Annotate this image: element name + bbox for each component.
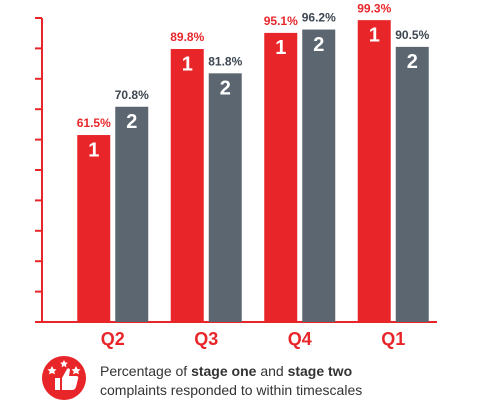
value-label: 90.5% xyxy=(395,28,429,42)
caption-bold: stage one xyxy=(191,363,257,379)
value-label: 99.3% xyxy=(357,1,391,15)
series-label: 2 xyxy=(126,111,137,133)
series-label: 1 xyxy=(88,139,99,161)
value-label: 61.5% xyxy=(77,116,111,130)
value-label: 81.8% xyxy=(208,54,242,68)
value-label: 96.2% xyxy=(302,11,336,25)
bar xyxy=(208,73,242,322)
series-label: 1 xyxy=(182,53,193,75)
bar xyxy=(77,135,111,322)
series-label: 2 xyxy=(313,34,324,56)
x-tick-label: Q2 xyxy=(101,329,125,349)
x-tick-label: Q3 xyxy=(194,329,218,349)
caption-text: and xyxy=(260,363,284,379)
series-label: 2 xyxy=(220,78,231,100)
caption-line: Percentage of stage one and stage two xyxy=(100,362,362,381)
thumbs-up-icon xyxy=(55,368,79,390)
series-label: 2 xyxy=(407,51,418,73)
series-label: 1 xyxy=(275,37,286,59)
x-tick-label: Q1 xyxy=(381,329,405,349)
x-tick-label: Q4 xyxy=(288,329,312,349)
bar xyxy=(115,106,149,322)
stars-icon xyxy=(47,360,81,375)
value-label: 95.1% xyxy=(264,14,298,28)
caption: Percentage of stage one and stage two co… xyxy=(100,362,362,400)
caption-line: complaints responded to within timescale… xyxy=(100,382,363,398)
bar xyxy=(302,29,336,322)
bar xyxy=(170,49,204,323)
value-label: 89.8% xyxy=(170,30,204,44)
bar xyxy=(264,32,298,323)
caption-text: Percentage of xyxy=(100,363,188,379)
value-label: 70.8% xyxy=(115,88,149,102)
bar xyxy=(395,46,429,322)
caption-bold: stage two xyxy=(287,363,353,379)
series-label: 1 xyxy=(369,24,380,46)
bar xyxy=(357,20,391,323)
